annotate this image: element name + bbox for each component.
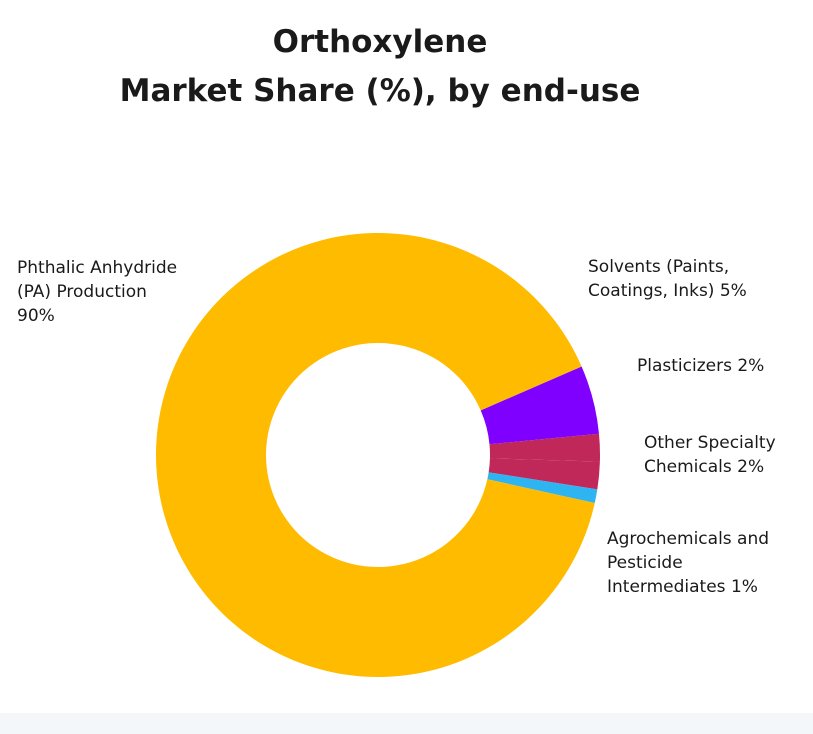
footer-strip (0, 713, 813, 734)
label-solvents: Solvents (Paints, Coatings, Inks) 5% (588, 257, 747, 301)
slice-agrochemicals-and-pesticide-intermediates (487, 472, 598, 504)
label-plasticizers: Plasticizers 2% (637, 356, 765, 376)
label-agro: Agrochemicals and Pesticide Intermediates … (607, 529, 770, 597)
slice-solvents-paints-coatings-inks (480, 366, 599, 445)
label-other: Other Specialty Chemicals 2% (644, 433, 776, 477)
title-line-1: Orthoxylene (272, 24, 488, 60)
slice-phthalic-anhydride-pa-production (156, 233, 595, 677)
slice-other-specialty-chemicals (488, 458, 600, 490)
slice-plasticizers (489, 433, 600, 462)
chart-title: Orthoxylene Market Share (%), by end-use (0, 18, 760, 116)
label-pa: Phthalic Anhydride (PA) Production 90% (17, 258, 178, 326)
title-line-2: Market Share (%), by end-use (119, 73, 641, 109)
